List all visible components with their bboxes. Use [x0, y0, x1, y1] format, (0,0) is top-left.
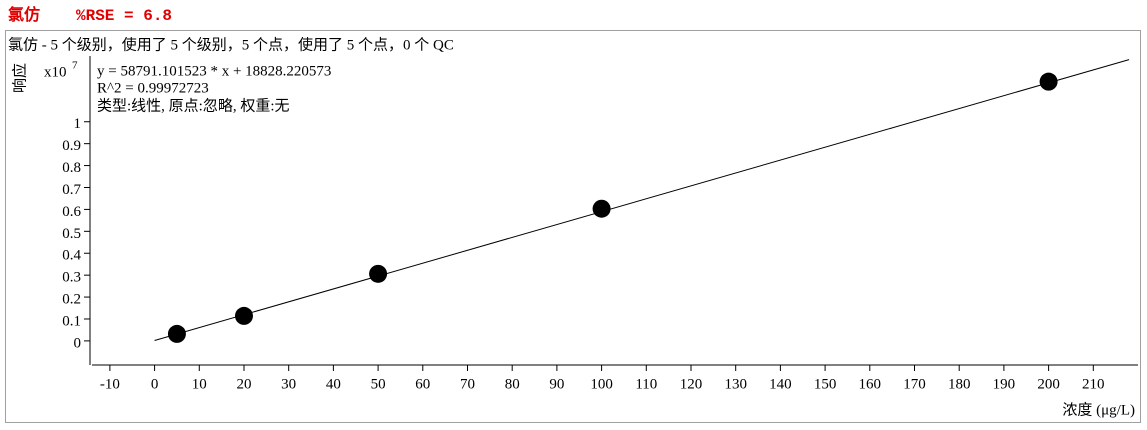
x-tick-label: 90: [549, 376, 564, 392]
x-tick-label: 120: [680, 376, 703, 392]
equation-line: R^2 = 0.99972723: [97, 80, 209, 96]
y-tick-label: 0.7: [62, 182, 81, 198]
x-tick-label: 160: [859, 376, 882, 392]
data-point: [1039, 72, 1058, 91]
data-point: [592, 199, 611, 218]
x-tick-label: 110: [635, 376, 657, 392]
x-tick-label: 200: [1037, 376, 1060, 392]
y-tick-label: 1: [74, 116, 82, 132]
x-tick-label: 170: [903, 376, 926, 392]
x-tick-label: 50: [371, 376, 386, 392]
y-tick-label: 0.2: [62, 292, 81, 308]
y-scale-base: x10: [44, 64, 67, 80]
y-tick-label: 0: [74, 335, 82, 351]
y-tick-label: 0.1: [62, 313, 81, 329]
y-tick-label: 0.3: [62, 270, 81, 286]
x-tick-label: 60: [415, 376, 430, 392]
x-tick-label: 130: [724, 376, 747, 392]
y-axis-label: 响应: [10, 63, 28, 93]
x-tick-label: 190: [993, 376, 1016, 392]
y-tick-label: 0.6: [62, 204, 81, 220]
y-tick-label: 0.9: [62, 138, 81, 154]
x-tick-label: 100: [590, 376, 613, 392]
x-tick-label: 20: [236, 376, 251, 392]
x-axis-label: 浓度 (μg/L): [1062, 401, 1135, 418]
data-point: [234, 306, 253, 325]
y-tick-label: 0.4: [62, 248, 81, 264]
equation-line: 类型:线性, 原点:忽略, 权重:无: [97, 97, 290, 114]
y-scale-exponent: 7: [72, 60, 78, 72]
x-tick-label: 70: [460, 376, 475, 392]
subtitle: 氯仿 - 5 个级别，使用了 5 个级别，5 个点，使用了 5 个点，0 个 Q…: [8, 36, 454, 53]
x-tick-label: -10: [100, 376, 120, 392]
equation-line: y = 58791.101523 * x + 18828.220573: [97, 63, 331, 79]
data-point: [369, 264, 388, 283]
x-tick-label: 80: [505, 376, 520, 392]
x-tick-label: 210: [1082, 376, 1105, 392]
data-point: [167, 324, 186, 343]
x-tick-label: 150: [814, 376, 837, 392]
fit-line: [154, 59, 1130, 341]
y-tick-label: 0.5: [62, 226, 81, 242]
x-tick-label: 40: [326, 376, 341, 392]
x-tick-label: 30: [281, 376, 296, 392]
y-tick-label: 0.8: [62, 160, 81, 176]
rse-label: %RSE = 6.8: [76, 7, 172, 25]
chart-title: 氯仿: [8, 5, 40, 25]
x-tick-label: 140: [769, 376, 792, 392]
x-tick-label: 0: [151, 376, 159, 392]
x-tick-label: 10: [192, 376, 207, 392]
frame: [5, 30, 1141, 423]
x-tick-label: 180: [948, 376, 971, 392]
